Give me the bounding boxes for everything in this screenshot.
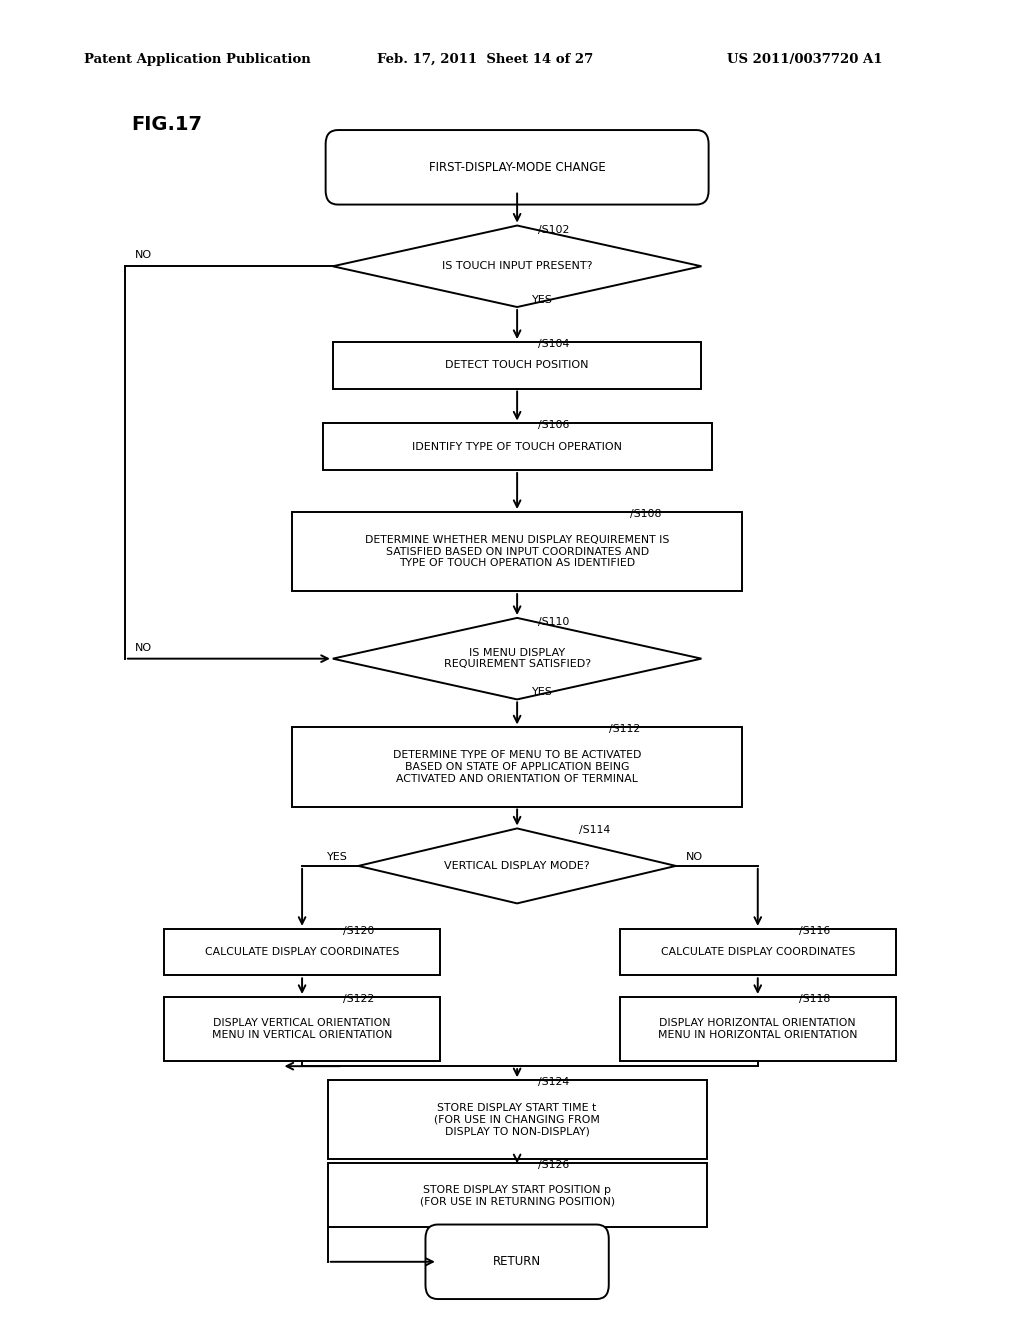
Text: ∕S126: ∕S126 (538, 1160, 569, 1171)
Text: ∕S118: ∕S118 (799, 994, 830, 1005)
Text: ∕S116: ∕S116 (799, 925, 830, 936)
Text: Patent Application Publication: Patent Application Publication (84, 53, 310, 66)
Text: DISPLAY VERTICAL ORIENTATION
MENU IN VERTICAL ORIENTATION: DISPLAY VERTICAL ORIENTATION MENU IN VER… (212, 1018, 392, 1040)
Bar (323, 424, 712, 470)
Text: DETERMINE WHETHER MENU DISPLAY REQUIREMENT IS
SATISFIED BASED ON INPUT COORDINAT: DETERMINE WHETHER MENU DISPLAY REQUIREME… (365, 535, 670, 568)
Polygon shape (333, 618, 701, 700)
Bar (292, 727, 742, 807)
Text: YES: YES (532, 688, 553, 697)
Polygon shape (333, 226, 701, 308)
Bar (620, 997, 896, 1061)
Text: ∕S106: ∕S106 (538, 421, 569, 430)
Text: YES: YES (328, 853, 348, 862)
Text: IDENTIFY TYPE OF TOUCH OPERATION: IDENTIFY TYPE OF TOUCH OPERATION (412, 442, 623, 451)
Text: DISPLAY HORIZONTAL ORIENTATION
MENU IN HORIZONTAL ORIENTATION: DISPLAY HORIZONTAL ORIENTATION MENU IN H… (658, 1018, 857, 1040)
Polygon shape (358, 829, 676, 903)
Bar (164, 997, 440, 1061)
Text: FIG.17: FIG.17 (131, 115, 202, 133)
Text: IS MENU DISPLAY
REQUIREMENT SATISFIED?: IS MENU DISPLAY REQUIREMENT SATISFIED? (443, 648, 591, 669)
Text: ∕S104: ∕S104 (538, 339, 569, 348)
Text: ∕S112: ∕S112 (609, 725, 641, 734)
Text: ∕S122: ∕S122 (343, 994, 375, 1005)
Text: CALCULATE DISPLAY COORDINATES: CALCULATE DISPLAY COORDINATES (205, 946, 399, 957)
Text: ∕S102: ∕S102 (538, 224, 569, 235)
Text: ∕S108: ∕S108 (630, 510, 662, 519)
Text: NO: NO (135, 643, 153, 653)
Bar (328, 1163, 707, 1228)
Text: CALCULATE DISPLAY COORDINATES: CALCULATE DISPLAY COORDINATES (660, 946, 855, 957)
Text: DETECT TOUCH POSITION: DETECT TOUCH POSITION (445, 360, 589, 370)
Text: US 2011/0037720 A1: US 2011/0037720 A1 (727, 53, 883, 66)
Text: ∕S110: ∕S110 (538, 618, 569, 627)
Bar (620, 929, 896, 975)
Text: ∕S114: ∕S114 (579, 825, 610, 836)
Text: DETERMINE TYPE OF MENU TO BE ACTIVATED
BASED ON STATE OF APPLICATION BEING
ACTIV: DETERMINE TYPE OF MENU TO BE ACTIVATED B… (393, 750, 641, 784)
FancyBboxPatch shape (326, 131, 709, 205)
Text: NO: NO (686, 853, 703, 862)
Text: VERTICAL DISPLAY MODE?: VERTICAL DISPLAY MODE? (444, 861, 590, 871)
Text: IS TOUCH INPUT PRESENT?: IS TOUCH INPUT PRESENT? (442, 261, 592, 272)
Text: YES: YES (532, 294, 553, 305)
Text: ∕S120: ∕S120 (343, 925, 375, 936)
Text: FIRST-DISPLAY-MODE CHANGE: FIRST-DISPLAY-MODE CHANGE (429, 161, 605, 174)
Bar (328, 1080, 707, 1159)
Text: STORE DISPLAY START TIME t
(FOR USE IN CHANGING FROM
DISPLAY TO NON-DISPLAY): STORE DISPLAY START TIME t (FOR USE IN C… (434, 1104, 600, 1137)
Bar (292, 512, 742, 591)
Text: STORE DISPLAY START POSITION p
(FOR USE IN RETURNING POSITION): STORE DISPLAY START POSITION p (FOR USE … (420, 1184, 614, 1206)
Text: ∕S124: ∕S124 (538, 1077, 569, 1088)
Text: Feb. 17, 2011  Sheet 14 of 27: Feb. 17, 2011 Sheet 14 of 27 (377, 53, 593, 66)
Bar (164, 929, 440, 975)
FancyBboxPatch shape (426, 1225, 608, 1299)
Text: NO: NO (135, 251, 153, 260)
Bar (333, 342, 701, 388)
Text: RETURN: RETURN (494, 1255, 541, 1269)
